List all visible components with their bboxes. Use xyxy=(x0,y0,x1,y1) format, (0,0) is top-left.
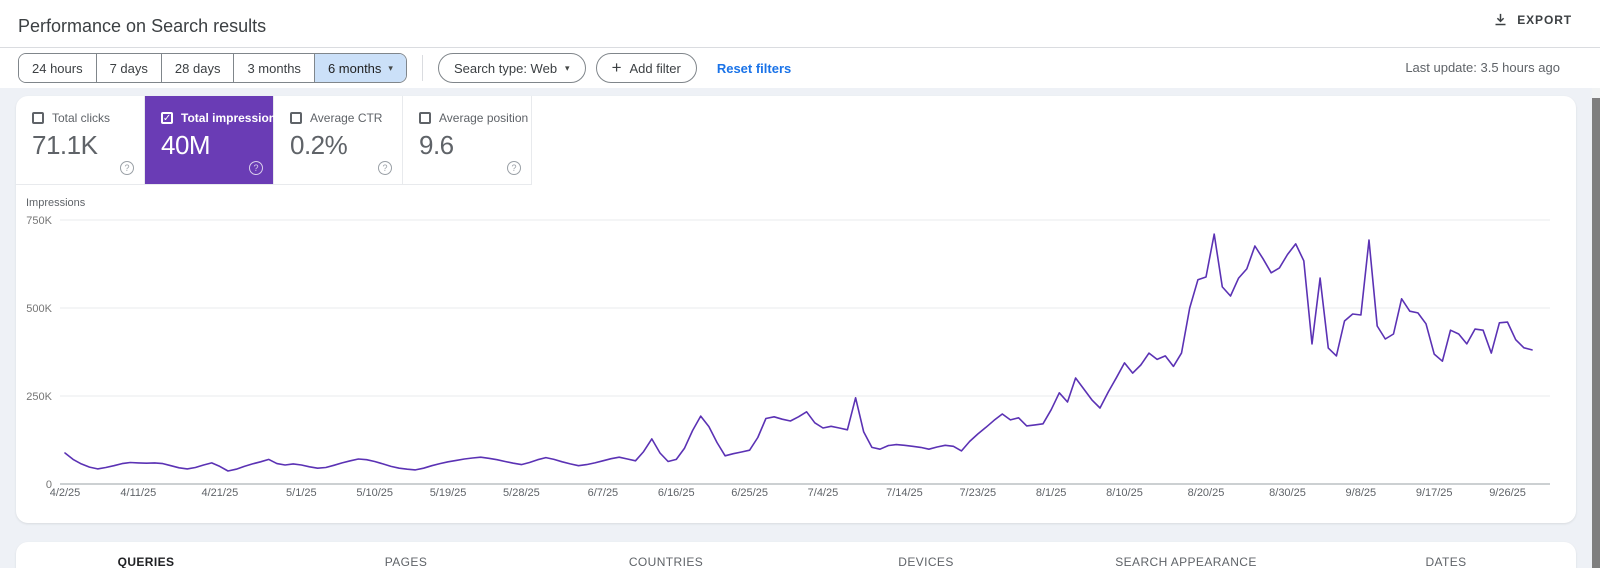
metric-head: Average CTR xyxy=(290,111,402,125)
dimension-tabs: QUERIES PAGES COUNTRIES DEVICES SEARCH A… xyxy=(16,542,1576,568)
metric-card-total-clicks[interactable]: Total clicks 71.1K ? xyxy=(16,96,145,184)
add-filter-label: Add filter xyxy=(629,60,681,76)
x-tick-label: 6/16/25 xyxy=(658,487,695,499)
checkbox-checked-icon[interactable]: ✓ xyxy=(161,112,173,124)
tab-countries[interactable]: COUNTRIES xyxy=(628,555,704,568)
performance-card: Total clicks 71.1K ? ✓ Total impressions… xyxy=(16,96,1576,523)
x-tick-label: 9/26/25 xyxy=(1489,487,1526,499)
metric-label: Total impressions xyxy=(181,111,283,125)
x-tick-label: 7/23/25 xyxy=(959,487,996,499)
x-tick-label: 9/8/25 xyxy=(1346,487,1377,499)
x-tick-label: 8/10/25 xyxy=(1106,487,1143,499)
metric-card-total-impressions[interactable]: ✓ Total impressions 40M ? xyxy=(145,96,283,184)
page-title: Performance on Search results xyxy=(18,16,267,36)
search-type-label: Search type: Web xyxy=(453,60,558,76)
metric-label: Average CTR xyxy=(310,111,383,125)
date-range-group: 24 hours 7 days 28 days 3 months 6 month… xyxy=(18,53,407,83)
metrics-strip: Total clicks 71.1K ? ✓ Total impressions… xyxy=(16,96,532,185)
y-tick-label: 500K xyxy=(26,303,52,315)
help-icon[interactable]: ? xyxy=(120,161,134,175)
help-icon[interactable]: ? xyxy=(507,161,521,175)
metric-value: 9.6 xyxy=(419,130,454,160)
x-tick-label: 4/2/25 xyxy=(50,487,81,499)
x-tick-label: 5/1/25 xyxy=(286,487,317,499)
x-tick-label: 6/7/25 xyxy=(588,487,619,499)
impressions-series-line xyxy=(64,233,1533,472)
tab-pages[interactable]: PAGES xyxy=(384,555,428,568)
y-axis-title: Impressions xyxy=(26,197,86,209)
header-divider xyxy=(0,47,1600,48)
metric-value: 0.2% xyxy=(290,130,348,160)
x-tick-label: 5/28/25 xyxy=(503,487,540,499)
metric-value: 71.1K xyxy=(32,130,98,160)
chevron-down-icon: ▾ xyxy=(565,62,570,73)
range-28-days[interactable]: 28 days xyxy=(160,54,234,82)
x-tick-label: 5/10/25 xyxy=(356,487,393,499)
metric-head: ✓ Total impressions xyxy=(161,111,283,125)
x-tick-label: 8/1/25 xyxy=(1036,487,1067,499)
x-tick-label: 4/21/25 xyxy=(201,487,238,499)
help-icon[interactable]: ? xyxy=(378,161,392,175)
export-button[interactable]: EXPORT xyxy=(1493,12,1572,27)
filter-toolbar: 24 hours 7 days 28 days 3 months 6 month… xyxy=(0,48,1600,88)
add-filter-button[interactable]: + Add filter xyxy=(595,53,697,83)
metric-label: Total clicks xyxy=(52,111,111,125)
range-24-hours[interactable]: 24 hours xyxy=(19,54,96,82)
export-label: EXPORT xyxy=(1517,12,1572,27)
x-tick-label: 8/30/25 xyxy=(1269,487,1306,499)
tab-dates[interactable]: DATES xyxy=(1425,555,1467,568)
impressions-line-chart[interactable]: Impressions 750K 500K 250K 04/2/25 4/11/25 4/2… xyxy=(16,185,1576,507)
page-scrollbar[interactable] xyxy=(1592,88,1600,568)
metric-card-average-position[interactable]: Average position 9.6 ? xyxy=(403,96,532,184)
y-tick-label: 250K xyxy=(26,391,52,403)
x-tick-label: 8/20/25 xyxy=(1188,487,1225,499)
plus-icon: + xyxy=(611,58,622,77)
x-tick-label: 6/25/25 xyxy=(731,487,768,499)
checkbox-unchecked-icon[interactable] xyxy=(419,112,431,124)
x-tick-label: 9/17/25 xyxy=(1416,487,1453,499)
toolbar-divider xyxy=(421,55,423,81)
y-tick-label: 0 xyxy=(46,479,52,491)
x-tick-label: 4/11/25 xyxy=(120,487,156,499)
x-tick-label: 7/14/25 xyxy=(886,487,923,499)
search-type-dropdown[interactable]: Search type: Web ▾ xyxy=(437,53,586,83)
tab-queries[interactable]: QUERIES xyxy=(117,555,175,568)
range-7-days[interactable]: 7 days xyxy=(95,54,161,82)
metric-label: Average position xyxy=(439,111,529,125)
last-update-text: Last update: 3.5 hours ago xyxy=(1405,60,1560,75)
x-tick-label: 5/19/25 xyxy=(430,487,467,499)
range-3-months[interactable]: 3 months xyxy=(233,54,314,82)
chevron-down-icon: ▾ xyxy=(388,62,393,73)
tab-devices[interactable]: DEVICES xyxy=(898,555,954,568)
checkbox-unchecked-icon[interactable] xyxy=(32,112,44,124)
range-6-months-label: 6 months xyxy=(327,60,382,76)
header: Performance on Search results EXPORT xyxy=(0,0,1600,48)
download-icon xyxy=(1495,13,1506,26)
reset-filters-link[interactable]: Reset filters xyxy=(716,60,792,76)
metric-card-average-ctr[interactable]: Average CTR 0.2% ? xyxy=(274,96,403,184)
checkbox-unchecked-icon[interactable] xyxy=(290,112,302,124)
metric-head: Total clicks xyxy=(32,111,144,125)
metric-head: Average position xyxy=(419,111,531,125)
scrollbar-thumb[interactable] xyxy=(1592,98,1600,568)
x-tick-label: 7/4/25 xyxy=(808,487,839,499)
dimensions-tabs-card: QUERIES PAGES COUNTRIES DEVICES SEARCH A… xyxy=(16,542,1576,568)
impressions-chart[interactable]: Impressions 750K 500K 250K 0 4/2/25 4/11/25 4/2… xyxy=(16,185,1576,507)
tab-search-appearance[interactable]: SEARCH APPEARANCE xyxy=(1115,555,1257,568)
help-icon[interactable]: ? xyxy=(249,161,263,175)
range-6-months-selected[interactable]: 6 months ▾ xyxy=(313,54,406,82)
metric-value: 40M xyxy=(161,130,211,160)
y-tick-label: 750K xyxy=(26,215,52,227)
